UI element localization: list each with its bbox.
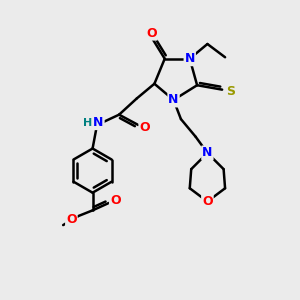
Text: N: N (168, 93, 179, 106)
Text: N: N (93, 116, 104, 129)
Text: O: O (202, 195, 213, 208)
Text: O: O (66, 213, 77, 226)
Text: O: O (140, 121, 150, 134)
Text: O: O (146, 27, 157, 40)
Text: H: H (83, 118, 92, 128)
Text: N: N (184, 52, 195, 65)
Text: N: N (202, 146, 213, 159)
Text: S: S (226, 85, 235, 98)
Text: O: O (110, 194, 121, 207)
